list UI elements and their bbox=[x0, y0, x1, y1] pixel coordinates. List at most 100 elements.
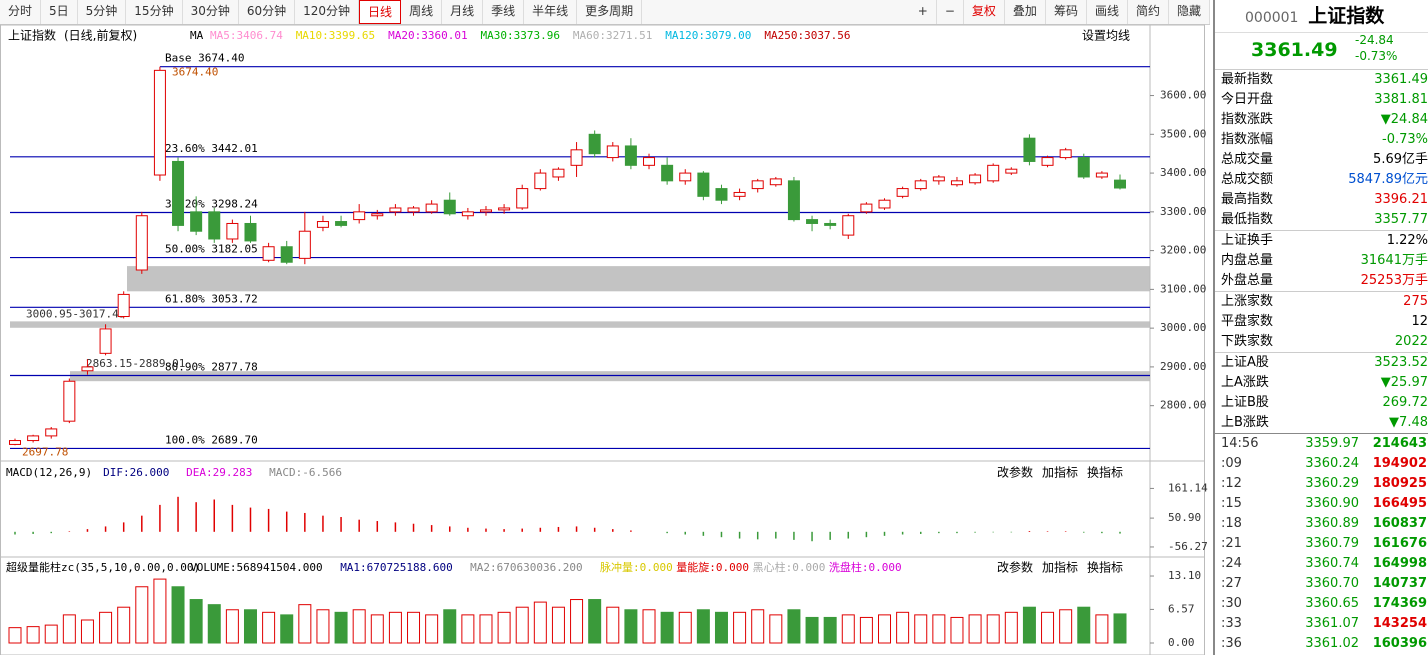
stat-value: 3381.81 bbox=[1374, 92, 1428, 107]
stat-label: 最高指数 bbox=[1221, 192, 1274, 207]
volume-bar bbox=[714, 611, 728, 644]
tick-volume: 166495 bbox=[1372, 496, 1427, 511]
period-button[interactable]: 半年线 bbox=[524, 0, 578, 24]
volume-bar bbox=[1059, 609, 1073, 644]
period-button[interactable]: 更多周期 bbox=[577, 0, 643, 24]
period-button[interactable]: 周线 bbox=[401, 0, 443, 24]
ma-legend: MA120:3079.00 bbox=[665, 29, 751, 42]
period-button[interactable]: 5日 bbox=[41, 0, 78, 24]
indicator-button[interactable]: 改参数 bbox=[997, 465, 1033, 480]
period-button[interactable]: 120分钟 bbox=[295, 0, 360, 24]
period-button[interactable]: 日线 bbox=[359, 0, 402, 24]
stock-name: 上证指数 bbox=[1308, 5, 1385, 27]
fib-label: Base 3674.40 bbox=[165, 52, 244, 65]
tick-price: 3360.29 bbox=[1305, 476, 1359, 491]
quote-panel: 000001 上证指数 3361.49 -24.84 -0.73% 最新指数 33… bbox=[1213, 0, 1428, 655]
candle-body bbox=[588, 133, 601, 155]
candle-body bbox=[172, 160, 185, 226]
tool-button[interactable]: − bbox=[937, 0, 964, 24]
candle-body bbox=[1077, 157, 1090, 178]
tick-row: :09 3360.24 194902 bbox=[1215, 454, 1428, 474]
stat-row: 指数涨跌 ▼24.84 bbox=[1215, 110, 1428, 130]
period-button[interactable]: 月线 bbox=[442, 0, 484, 24]
stat-label: 上证B股 bbox=[1221, 395, 1269, 410]
stat-value: 3396.21 bbox=[1374, 192, 1428, 207]
y-tick-label: 3100.00 bbox=[1160, 282, 1206, 295]
tick-row: :33 3361.07 143254 bbox=[1215, 614, 1428, 634]
tick-volume: 160837 bbox=[1372, 516, 1427, 531]
stats: 最新指数 3361.49 今日开盘 3381.81 指数涨跌 ▼24.84 指数涨幅 -0.7… bbox=[1215, 70, 1428, 434]
settings-button[interactable]: 设置均线 bbox=[1082, 29, 1130, 43]
volume-bar bbox=[243, 609, 257, 644]
volume-bar bbox=[1113, 613, 1127, 644]
volume-bar bbox=[1095, 614, 1109, 644]
tick-row: :30 3360.65 174369 bbox=[1215, 594, 1428, 614]
period-button[interactable]: 15分钟 bbox=[126, 0, 183, 24]
volume-bar bbox=[968, 614, 982, 644]
macd-legend: DIF:26.000 bbox=[103, 466, 169, 479]
tick-volume: 164998 bbox=[1372, 556, 1427, 571]
candle-body bbox=[824, 222, 837, 226]
tool-button[interactable]: 简约 bbox=[1128, 0, 1169, 24]
change: -24.84 bbox=[1355, 33, 1394, 47]
candle-body bbox=[425, 203, 438, 213]
stat-label: 外盘总量 bbox=[1221, 273, 1274, 288]
indicator-button[interactable]: 改参数 bbox=[997, 560, 1033, 575]
period-button[interactable]: 分时 bbox=[0, 0, 42, 24]
volume-bar bbox=[914, 614, 928, 644]
candle-body bbox=[443, 199, 456, 215]
tool-button[interactable]: 复权 bbox=[964, 0, 1005, 24]
volume-bar bbox=[859, 616, 873, 644]
candle-body bbox=[987, 164, 1000, 182]
tick-row: :27 3360.70 140737 bbox=[1215, 574, 1428, 594]
period-button[interactable]: 60分钟 bbox=[239, 0, 296, 24]
volume-bar bbox=[932, 614, 946, 644]
volume-bar bbox=[805, 616, 819, 644]
stat-row: 上A涨跌 ▼25.97 bbox=[1215, 373, 1428, 393]
volume-bar bbox=[1022, 606, 1036, 644]
volume-bar bbox=[207, 604, 221, 644]
volume-bar bbox=[533, 601, 547, 644]
ma-legend: MA5:3406.74 bbox=[210, 29, 283, 42]
stat-row: 最高指数 3396.21 bbox=[1215, 190, 1428, 210]
indicator-button[interactable]: 换指标 bbox=[1087, 465, 1123, 480]
period-button[interactable]: 季线 bbox=[483, 0, 525, 24]
tool-button[interactable]: + bbox=[910, 0, 937, 24]
volume-bar bbox=[316, 609, 330, 644]
tool-button[interactable]: 筹码 bbox=[1046, 0, 1087, 24]
candle-body bbox=[1095, 172, 1108, 178]
candle-body bbox=[353, 211, 366, 221]
tool-button[interactable]: 隐藏 bbox=[1169, 0, 1210, 24]
candle-body bbox=[280, 246, 293, 263]
tick-volume: 143254 bbox=[1372, 616, 1427, 631]
stat-label: 今日开盘 bbox=[1221, 92, 1274, 107]
tool-button[interactable]: 叠加 bbox=[1005, 0, 1046, 24]
volume-bar bbox=[26, 626, 40, 644]
stat-row: 今日开盘 3381.81 bbox=[1215, 90, 1428, 110]
stat-value: 269.72 bbox=[1382, 395, 1428, 410]
tool-button[interactable]: 画线 bbox=[1087, 0, 1128, 24]
candle-body bbox=[1023, 137, 1036, 162]
tick-row: :21 3360.79 161676 bbox=[1215, 534, 1428, 554]
volume-bar bbox=[660, 611, 674, 644]
candle-body bbox=[135, 215, 148, 271]
stat-value: -0.73% bbox=[1382, 132, 1428, 147]
indicator-button[interactable]: 加指标 bbox=[1042, 560, 1078, 575]
volume-bar bbox=[461, 614, 475, 644]
candle-body bbox=[371, 213, 384, 217]
y-tick-label: 3500.00 bbox=[1160, 127, 1206, 140]
volume-bar bbox=[280, 614, 294, 644]
stat-value: ▼25.97 bbox=[1380, 375, 1428, 390]
macd-legend: MACD:-6.566 bbox=[269, 466, 342, 479]
indicator-button[interactable]: 加指标 bbox=[1042, 465, 1078, 480]
stat-value: 275 bbox=[1403, 294, 1428, 309]
indicator-button[interactable]: 换指标 bbox=[1087, 560, 1123, 575]
volume-bar bbox=[370, 614, 384, 644]
stat-label: 总成交额 bbox=[1221, 172, 1274, 187]
period-button[interactable]: 30分钟 bbox=[183, 0, 239, 24]
volume-bar bbox=[388, 611, 402, 644]
period-button[interactable]: 5分钟 bbox=[78, 0, 127, 24]
candle-body bbox=[842, 215, 855, 236]
y-tick-label: 3300.00 bbox=[1160, 205, 1206, 218]
volume-bar bbox=[751, 609, 765, 644]
